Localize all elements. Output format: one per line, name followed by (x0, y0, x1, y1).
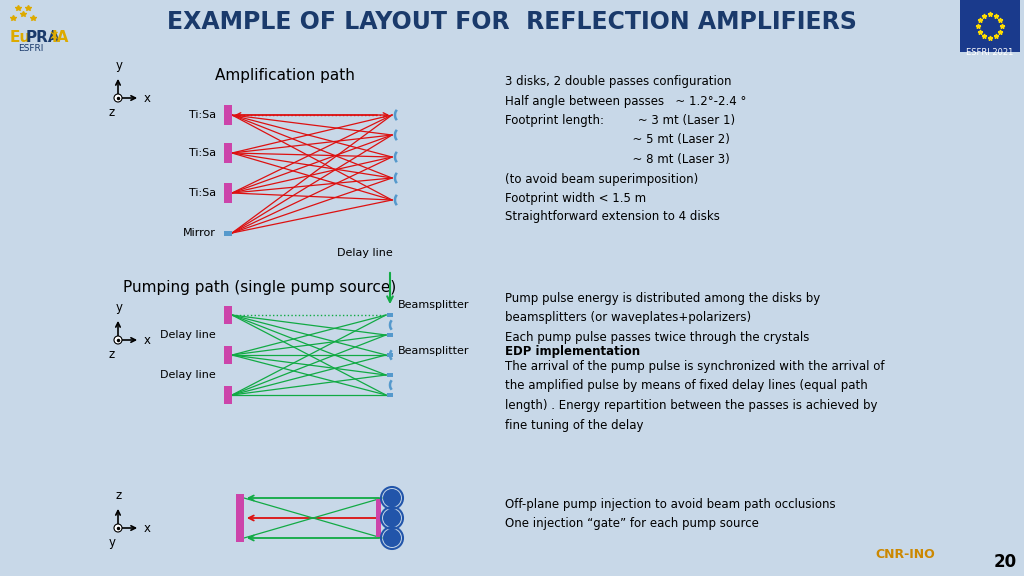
Text: x: x (144, 521, 151, 535)
Bar (0, 0, 1024, 52)
Text: Beamsplitter: Beamsplitter (398, 300, 469, 310)
Text: EDP implementation: EDP implementation (505, 345, 640, 358)
Text: Off-plane pump injection to avoid beam path occlusions
One injection “gate” for : Off-plane pump injection to avoid beam p… (505, 498, 836, 530)
Circle shape (383, 489, 401, 507)
Text: ESFRI 2021: ESFRI 2021 (967, 48, 1014, 57)
Text: Straightforward extension to 4 disks: Straightforward extension to 4 disks (505, 210, 720, 223)
Text: Pump pulse energy is distributed among the disks by
beamsplitters (or waveplates: Pump pulse energy is distributed among t… (505, 292, 820, 344)
Bar (387, 393, 393, 397)
Text: Ti:Sa: Ti:Sa (188, 110, 216, 120)
Text: Eu: Eu (10, 30, 32, 45)
Text: ✕: ✕ (48, 30, 58, 43)
Text: x: x (144, 92, 151, 104)
Text: Pumping path (single pump source): Pumping path (single pump source) (123, 280, 396, 295)
Text: x: x (144, 334, 151, 347)
Text: Delay line: Delay line (160, 330, 216, 340)
Text: y: y (109, 536, 116, 549)
Text: Ti:Sa: Ti:Sa (188, 188, 216, 198)
Text: Beamsplitter: Beamsplitter (398, 346, 469, 356)
Circle shape (114, 524, 122, 532)
Bar (224, 230, 232, 236)
Bar (236, 494, 244, 542)
Circle shape (114, 336, 122, 344)
Circle shape (383, 529, 401, 547)
Bar (376, 499, 381, 537)
Text: Ti:Sa: Ti:Sa (188, 148, 216, 158)
Bar (224, 105, 232, 125)
Text: PRA: PRA (26, 30, 60, 45)
Bar (224, 386, 232, 404)
Text: EXAMPLE OF LAYOUT FOR  REFLECTION AMPLIFIERS: EXAMPLE OF LAYOUT FOR REFLECTION AMPLIFI… (167, 10, 857, 34)
Bar (387, 313, 393, 317)
Bar (224, 143, 232, 163)
Text: y: y (116, 301, 123, 314)
Bar (224, 183, 232, 203)
Bar (387, 333, 393, 337)
Bar (387, 373, 393, 377)
Text: 20: 20 (993, 553, 1017, 571)
Bar (387, 353, 393, 357)
Text: z: z (109, 348, 115, 361)
Text: Mirror: Mirror (183, 228, 216, 238)
Text: The arrival of the pump pulse is synchronized with the arrival of
the amplified : The arrival of the pump pulse is synchro… (505, 360, 885, 431)
Bar (224, 346, 232, 364)
Text: Delay line: Delay line (337, 248, 393, 258)
Text: Delay line: Delay line (160, 370, 216, 380)
Text: Amplification path: Amplification path (215, 68, 355, 83)
Circle shape (383, 509, 401, 527)
Text: z: z (116, 489, 122, 502)
Bar (224, 306, 232, 324)
Text: ESFRI: ESFRI (18, 44, 43, 53)
Text: CNR-INO: CNR-INO (876, 548, 935, 562)
Text: 3 disks, 2 double passes configuration
Half angle between passes   ~ 1.2°-2.4 °
: 3 disks, 2 double passes configuration H… (505, 75, 746, 205)
Text: z: z (109, 106, 115, 119)
Circle shape (114, 94, 122, 102)
Text: IA: IA (52, 30, 70, 45)
Text: y: y (116, 59, 123, 72)
Bar (961, 0, 1020, 52)
